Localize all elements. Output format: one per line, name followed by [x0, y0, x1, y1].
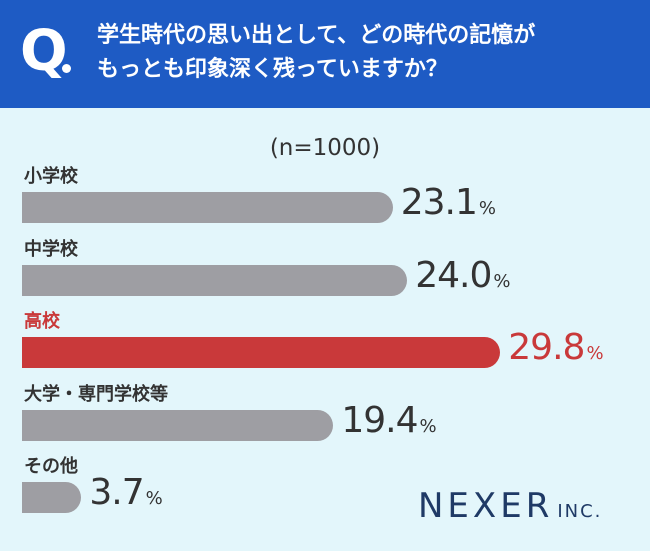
value-unit: % [478, 198, 497, 219]
value-label: 3.7% [89, 472, 162, 513]
category-label: 小学校 [24, 166, 78, 187]
value-unit: % [419, 415, 437, 437]
category-label: その他 [24, 456, 78, 477]
value-unit: % [586, 343, 604, 364]
category-label: 中学校 [24, 238, 78, 260]
value-number: 3.7 [89, 472, 144, 513]
bar [22, 337, 501, 368]
question-mark: Q [20, 19, 68, 84]
category-label: 大学・専門学校等 [24, 383, 168, 405]
value-label: 19.4% [341, 400, 436, 441]
value-label: 24.0% [415, 255, 510, 296]
question-mark-dot [62, 64, 71, 73]
value-label: 23.1% [401, 182, 496, 223]
bar [22, 409, 334, 441]
category-label: 高校 [24, 311, 60, 332]
value-unit: % [493, 270, 511, 292]
value-number: 24.0 [415, 254, 492, 296]
value-number: 23.1 [400, 182, 478, 223]
value-number: 29.8 [508, 327, 585, 368]
bar [22, 264, 408, 296]
question-text-line1: 学生時代の思い出として、どの時代の記憶が [97, 23, 536, 48]
value-label: 29.8% [508, 327, 603, 368]
bar [22, 192, 393, 223]
logo-sub-text: INC. [557, 501, 603, 522]
nexer-logo: NEXER INC. [418, 486, 602, 526]
bar [22, 482, 82, 513]
question-header: Q 学生時代の思い出として、どの時代の記憶が もっとも印象深く残っていますか？ [0, 0, 650, 108]
sample-size-label: (n=1000) [269, 135, 381, 161]
value-number: 19.4 [341, 399, 418, 441]
question-text-line2: もっとも印象深く残っていますか？ [97, 57, 448, 82]
value-unit: % [145, 488, 163, 509]
logo-main-text: NEXER [418, 486, 554, 526]
